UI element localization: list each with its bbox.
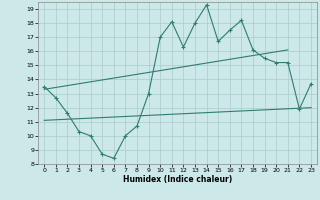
- X-axis label: Humidex (Indice chaleur): Humidex (Indice chaleur): [123, 175, 232, 184]
